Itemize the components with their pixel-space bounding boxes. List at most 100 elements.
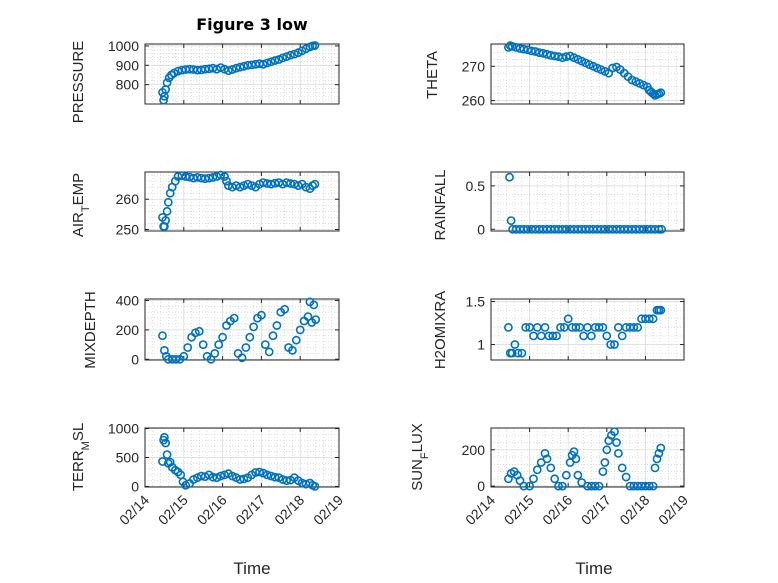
data-point	[527, 46, 536, 56]
data-point	[542, 49, 552, 59]
data-point	[602, 445, 612, 455]
data-point	[506, 216, 516, 225]
data-point	[503, 322, 513, 332]
data-point	[266, 57, 276, 67]
data-point	[571, 454, 581, 464]
data-point	[648, 314, 658, 324]
data-point	[644, 314, 654, 324]
data-point	[648, 481, 658, 491]
xlabel-right: Time	[575, 559, 612, 578]
data-point	[214, 340, 224, 349]
data-point	[561, 470, 571, 480]
xlabel-left: Time	[233, 559, 270, 578]
ylabel-air-temp-main: AIR	[70, 212, 87, 237]
data-point	[507, 348, 517, 358]
data-point	[282, 178, 291, 187]
data-point	[652, 454, 662, 464]
data-point	[260, 340, 270, 349]
ylabel-sun-flux-main: SUN	[409, 459, 426, 491]
y-tick-label: 200	[462, 442, 486, 458]
data-point	[536, 331, 546, 341]
figure-title: Figure 3 low	[196, 15, 308, 34]
x-tick-label: 02/18	[271, 492, 307, 528]
x-tick-label: 02/19	[655, 492, 691, 528]
axes-box	[144, 43, 340, 105]
axes-box	[144, 171, 340, 232]
data-point	[617, 463, 627, 473]
x-tick-label: 02/14	[462, 492, 498, 528]
data-point	[272, 321, 282, 330]
ylabel-rainfall: RAINFALL	[432, 170, 449, 241]
data-point	[287, 345, 297, 355]
data-point	[258, 178, 268, 187]
data-point	[289, 49, 299, 59]
axes-box	[490, 171, 685, 232]
data-point	[556, 322, 565, 332]
data-point	[216, 471, 226, 481]
data-point	[517, 348, 527, 358]
axes-box	[490, 43, 685, 105]
data-point	[210, 348, 220, 358]
y-tick-label: 500	[116, 450, 140, 466]
y-tick-label: 800	[116, 77, 140, 93]
subplot-h2omixra: 11.5	[466, 294, 685, 361]
data-point	[218, 332, 227, 342]
data-point	[159, 95, 168, 105]
data-point	[617, 331, 627, 341]
ylabel-pressure: PRESSURE	[70, 41, 87, 124]
data-point	[594, 481, 604, 491]
data-point	[598, 467, 608, 476]
data-point	[258, 59, 268, 69]
data-point	[587, 331, 596, 341]
data-point	[656, 305, 666, 315]
data-point	[162, 78, 172, 88]
data-point	[654, 224, 664, 234]
ylabel-air-temp-sub: T	[80, 205, 92, 212]
data-point	[163, 197, 173, 207]
data-point	[629, 322, 639, 332]
data-point	[190, 328, 200, 338]
data-point	[534, 48, 544, 57]
data-point	[291, 335, 301, 345]
data-point	[510, 340, 520, 349]
data-point	[654, 448, 664, 458]
data-point	[602, 331, 612, 341]
y-tick-label: 270	[462, 58, 486, 74]
subplot-terr-msl: 0 500 1000 02/14 02/15 02/16 02/17 02/18 02/19	[108, 421, 346, 528]
data-point	[161, 215, 170, 225]
data-point	[311, 315, 321, 324]
x-tick-label: 02/15	[155, 492, 191, 528]
data-point	[222, 176, 231, 186]
ylabel-terr-msl-tail: SL	[70, 423, 87, 441]
x-tick-label: 02/14	[116, 492, 152, 528]
data-point	[303, 312, 313, 321]
data-point	[268, 331, 278, 341]
data-point	[519, 481, 529, 491]
axes-box	[490, 298, 685, 361]
data-point	[237, 353, 247, 363]
data-point	[239, 61, 249, 71]
y-tick-label: 1	[477, 337, 485, 353]
y-tick-label: 0	[131, 351, 139, 367]
subplot-mixdepth: 0 200 400	[116, 292, 340, 367]
data-point	[243, 179, 253, 189]
data-point	[249, 322, 258, 332]
data-point	[194, 326, 204, 336]
data-point	[220, 172, 229, 181]
data-point	[511, 43, 521, 52]
data-point	[262, 58, 272, 68]
data-point	[231, 63, 241, 73]
data-point	[573, 470, 583, 480]
y-tick-label: 1.5	[466, 294, 486, 310]
data-point	[282, 52, 291, 61]
data-point	[286, 179, 295, 188]
data-point	[546, 463, 556, 473]
data-point	[531, 47, 540, 56]
data-point	[540, 322, 550, 332]
subplot-pressure: 800 900 1000	[108, 38, 340, 105]
x-tick-label: 02/17	[578, 492, 614, 528]
ylabel-air-temp: AIRTEMP	[70, 173, 92, 237]
data-point	[239, 474, 249, 484]
x-tick-label: 02/16	[539, 492, 575, 528]
